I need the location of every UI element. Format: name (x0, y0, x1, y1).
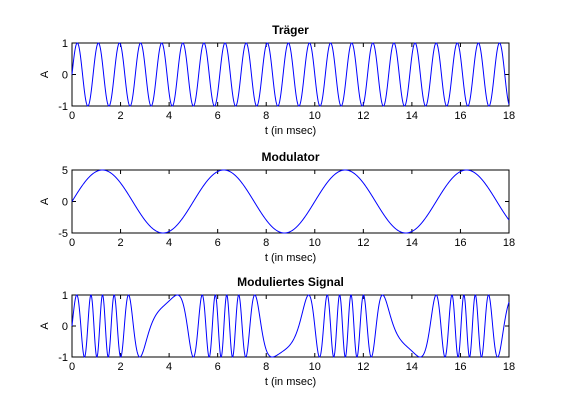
chart-title: Moduliertes Signal (237, 275, 344, 289)
y-tick-label: -5 (58, 228, 68, 240)
x-tick-label: 8 (263, 237, 269, 249)
plot-area (71, 169, 510, 234)
signal-line-1 (71, 169, 510, 234)
x-tick-label: 10 (309, 361, 321, 373)
y-tick-label: 1 (62, 38, 68, 50)
y-tick-label: 0 (62, 321, 68, 333)
x-tick-label: 6 (215, 110, 221, 122)
x-tick-label: 0 (69, 361, 75, 373)
chart-title: Modulator (262, 150, 320, 164)
x-tick-label: 8 (263, 110, 269, 122)
plot-area (71, 42, 510, 107)
y-tick-label: -1 (58, 101, 68, 113)
x-tick-label: 16 (454, 361, 466, 373)
x-tick-label: 2 (117, 237, 123, 249)
chart-title: Träger (272, 23, 309, 37)
x-tick-label: 10 (309, 237, 321, 249)
x-tick-label: 14 (406, 237, 418, 249)
x-axis-label: t (in msec) (265, 252, 316, 264)
signal-line-1 (71, 42, 510, 107)
x-tick-label: 4 (166, 110, 172, 122)
x-tick-label: 16 (454, 237, 466, 249)
y-tick-label: 5 (62, 165, 68, 177)
y-tick-label: 0 (62, 70, 68, 82)
x-tick-label: 14 (406, 110, 418, 122)
x-tick-label: 2 (117, 110, 123, 122)
x-tick-label: 4 (166, 237, 172, 249)
x-tick-label: 0 (69, 237, 75, 249)
x-tick-label: 4 (166, 361, 172, 373)
x-tick-label: 12 (357, 237, 369, 249)
x-tick-label: 18 (503, 110, 515, 122)
x-tick-label: 8 (263, 361, 269, 373)
x-tick-label: 18 (503, 361, 515, 373)
y-tick-label: 1 (62, 290, 68, 302)
signal-line-1 (71, 294, 510, 358)
y-axis-label: A (39, 197, 51, 205)
x-tick-label: 12 (357, 361, 369, 373)
x-tick-label: 18 (503, 237, 515, 249)
x-axis-label: t (in msec) (265, 376, 316, 388)
x-tick-label: 0 (69, 110, 75, 122)
x-tick-label: 2 (117, 361, 123, 373)
y-axis-label: A (39, 322, 51, 330)
y-tick-label: -1 (58, 352, 68, 364)
x-tick-label: 14 (406, 361, 418, 373)
x-tick-label: 16 (454, 110, 466, 122)
x-tick-label: 12 (357, 110, 369, 122)
y-axis-label: A (39, 70, 51, 78)
x-axis-label: t (in msec) (265, 125, 316, 137)
y-tick-label: 0 (62, 197, 68, 209)
x-tick-label: 6 (215, 361, 221, 373)
x-tick-label: 6 (215, 237, 221, 249)
x-tick-label: 10 (309, 110, 321, 122)
